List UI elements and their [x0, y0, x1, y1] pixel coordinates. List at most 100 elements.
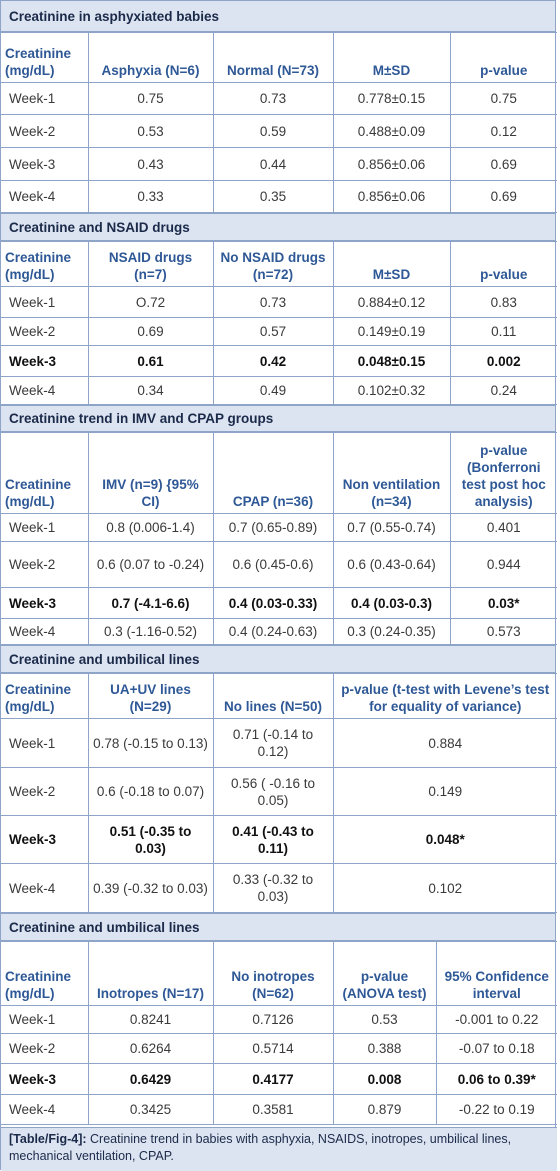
cell: 0.401	[449, 513, 557, 542]
table-row: Week-1 0.8241 0.7126 0.53 -0.001 to 0.22	[1, 1005, 557, 1034]
header-cell: Creatinine (mg/dL)	[1, 241, 89, 287]
cell: 0.884±0.12	[332, 286, 451, 318]
cell: 0.6429	[87, 1063, 214, 1095]
cell: 0.35	[212, 180, 334, 213]
cell: 0.048±0.15	[332, 345, 451, 377]
table-row: Week-3 0.6429 0.4177 0.008 0.06 to 0.39*	[1, 1063, 557, 1095]
header-cell: Normal (N=73)	[212, 32, 334, 83]
cell: 0.49	[212, 376, 334, 405]
table-row: Week-2 0.53 0.59 0.488±0.09 0.12	[1, 114, 557, 148]
table-row: Week-2 0.6264 0.5714 0.388 -0.07 to 0.18	[1, 1033, 557, 1064]
cell: 0.56 ( -0.16 to 0.05)	[212, 767, 334, 816]
header-cell: p-value (ANOVA test)	[332, 941, 437, 1006]
header-cell: NSAID drugs (n=7)	[87, 241, 214, 287]
row-label: Week-1	[1, 513, 89, 542]
cell: 0.6 (-0.18 to 0.07)	[87, 767, 214, 816]
header-cell: No inotropes (N=62)	[212, 941, 334, 1006]
cell: 0.11	[449, 317, 557, 346]
cell: 0.7 (0.55-0.74)	[332, 513, 451, 542]
cell: 0.8 (0.006-1.4)	[87, 513, 214, 542]
row-label: Week-3	[1, 147, 89, 181]
header-cell: No NSAID drugs (n=72)	[212, 241, 334, 287]
cell: 0.73	[212, 286, 334, 318]
header-cell: UA+UV lines (N=29)	[87, 673, 214, 719]
table-nsaid: Creatinine (mg/dL) NSAID drugs (n=7) No …	[1, 241, 557, 405]
cell: 0.41 (-0.43 to 0.11)	[212, 815, 334, 864]
header-cell: Asphyxia (N=6)	[87, 32, 214, 83]
header-cell: No lines (N=50)	[212, 673, 334, 719]
cell: 0.33 (-0.32 to 0.03)	[212, 863, 334, 913]
table-row: Week-4 0.3425 0.3581 0.879 -0.22 to 0.19	[1, 1094, 557, 1125]
header-cell: CPAP (n=36)	[212, 432, 334, 514]
row-label: Week-3	[1, 1063, 89, 1095]
header-cell: p-value	[449, 32, 557, 83]
table-row: Week-4 0.3 (-1.16-0.52) 0.4 (0.24-0.63) …	[1, 618, 557, 645]
row-label: Week-2	[1, 767, 89, 816]
cell: 0.59	[212, 114, 334, 148]
cell: 0.944	[449, 541, 557, 588]
header-cell: Creatinine (mg/dL)	[1, 32, 89, 83]
header-cell: Creatinine (mg/dL)	[1, 941, 89, 1006]
cell: 0.44	[212, 147, 334, 181]
cell: O.72	[87, 286, 214, 318]
cell: 0.4177	[212, 1063, 334, 1095]
cell: 0.06 to 0.39*	[435, 1063, 557, 1095]
table-row: Week-3 0.51 (-0.35 to 0.03) 0.41 (-0.43 …	[1, 815, 557, 864]
table-row: Week-3 0.7 (-4.1-6.6) 0.4 (0.03-0.33) 0.…	[1, 587, 557, 619]
cell: 0.6 (0.43-0.64)	[332, 541, 451, 588]
header-cell: Creatinine (mg/dL)	[1, 432, 89, 514]
header-cell: Non ventilation (n=34)	[332, 432, 451, 514]
cell: 0.884	[332, 718, 557, 768]
cell: 0.51 (-0.35 to 0.03)	[87, 815, 214, 864]
cell: 0.53	[332, 1005, 437, 1034]
cell: 0.7126	[212, 1005, 334, 1034]
row-label: Week-1	[1, 286, 89, 318]
table-row: Week-1 0.75 0.73 0.778±0.15 0.75	[1, 82, 557, 115]
cell: 0.856±0.06	[332, 147, 451, 181]
row-label: Week-4	[1, 376, 89, 405]
header-cell: M±SD	[332, 241, 451, 287]
table-row: Week-2 0.69 0.57 0.149±0.19 0.11	[1, 317, 557, 346]
section-title-imv-cpap: Creatinine trend in IMV and CPAP groups	[1, 405, 555, 432]
cell: 0.048*	[332, 815, 557, 864]
table-imv-cpap: Creatinine (mg/dL) IMV (n=9) {95% CI) CP…	[1, 432, 557, 645]
section-title-umbilical-lines: Creatinine and umbilical lines	[1, 645, 555, 673]
cell: 0.4 (0.24-0.63)	[212, 618, 334, 645]
section-title-inotropes: Creatinine and umbilical lines	[1, 913, 555, 941]
cell: 0.34	[87, 376, 214, 405]
cell: 0.6 (0.45-0.6)	[212, 541, 334, 588]
row-label: Week-2	[1, 317, 89, 346]
header-cell: M±SD	[332, 32, 451, 83]
cell: 0.4 (0.03-0.33)	[212, 587, 334, 619]
cell: 0.3581	[212, 1094, 334, 1125]
cell: 0.6 (0.07 to -0.24)	[87, 541, 214, 588]
cell: 0.61	[87, 345, 214, 377]
caption-label: [Table/Fig-4]:	[9, 1132, 87, 1146]
section-title-asphyxia: Creatinine in asphyxiated babies	[1, 1, 555, 32]
cell: 0.3425	[87, 1094, 214, 1125]
cell: 0.388	[332, 1033, 437, 1064]
row-label: Week-4	[1, 863, 89, 913]
table-row: Week-3 0.43 0.44 0.856±0.06 0.69	[1, 147, 557, 181]
table-row: Week-2 0.6 (0.07 to -0.24) 0.6 (0.45-0.6…	[1, 541, 557, 588]
cell: 0.3 (-1.16-0.52)	[87, 618, 214, 645]
row-label: Week-3	[1, 345, 89, 377]
cell: 0.778±0.15	[332, 82, 451, 115]
cell: 0.102	[332, 863, 557, 913]
cell: 0.69	[87, 317, 214, 346]
row-label: Week-2	[1, 541, 89, 588]
cell: 0.573	[449, 618, 557, 645]
cell: 0.03*	[449, 587, 557, 619]
row-label: Week-4	[1, 180, 89, 213]
cell: 0.149	[332, 767, 557, 816]
cell: 0.83	[449, 286, 557, 318]
table-row: Week-4 0.33 0.35 0.856±0.06 0.69	[1, 180, 557, 213]
header-cell: Creatinine (mg/dL)	[1, 673, 89, 719]
cell: 0.149±0.19	[332, 317, 451, 346]
row-label: Week-1	[1, 1005, 89, 1034]
header-cell: p-value	[449, 241, 557, 287]
cell: 0.57	[212, 317, 334, 346]
cell: 0.856±0.06	[332, 180, 451, 213]
cell: 0.39 (-0.32 to 0.03)	[87, 863, 214, 913]
